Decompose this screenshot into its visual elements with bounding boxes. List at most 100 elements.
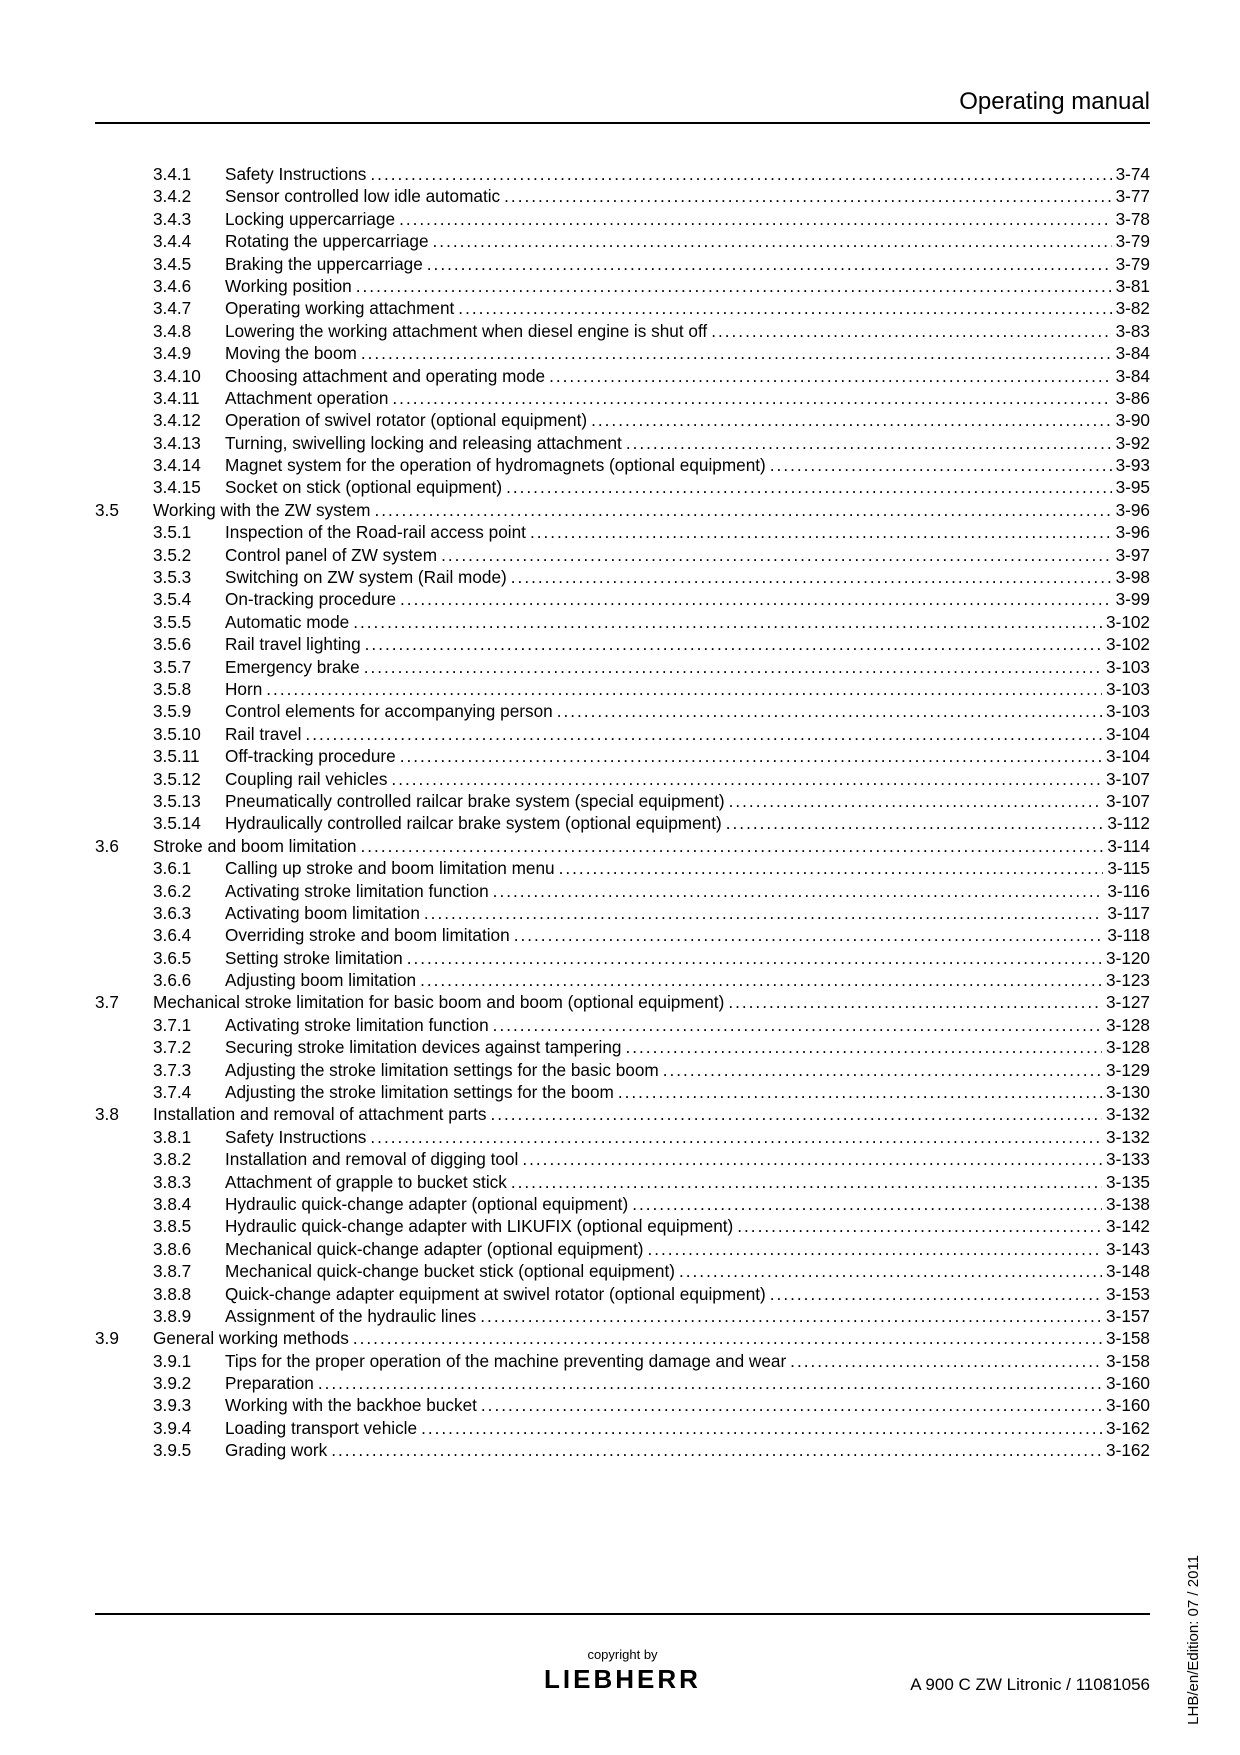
toc-title: Adjusting the stroke limitation settings… xyxy=(225,1084,614,1101)
toc-subsection-number: 3.6.2 xyxy=(153,883,225,900)
toc-row: 3.8.7Mechanical quick-change bucket stic… xyxy=(95,1263,1150,1280)
toc-row: 3.4.11Attachment operation 3-86 xyxy=(95,390,1150,407)
toc-page-number: 3-115 xyxy=(1107,860,1150,877)
toc-subsection-number: 3.4.3 xyxy=(153,211,225,228)
page-container: Operating manual 3.4.1Safety Instruction… xyxy=(0,0,1240,1755)
toc-title: Activating stroke limitation function xyxy=(225,883,489,900)
toc-page-number: 3-84 xyxy=(1116,345,1150,362)
toc-title: Attachment of grapple to bucket stick xyxy=(225,1174,507,1191)
toc-row: 3.7.2Securing stroke limitation devices … xyxy=(95,1039,1150,1056)
edition-side-note: LHB/en/Edition: 07 / 2011 xyxy=(1185,1555,1202,1725)
toc-title: Mechanical stroke limitation for basic b… xyxy=(153,994,724,1011)
toc-page-number: 3-86 xyxy=(1116,390,1150,407)
toc-leader-dots xyxy=(679,1263,1102,1280)
toc-page-number: 3-92 xyxy=(1116,435,1150,452)
toc-title: Control elements for accompanying person xyxy=(225,703,553,720)
toc-subsection-number: 3.9.5 xyxy=(153,1442,225,1459)
toc-leader-dots xyxy=(711,323,1111,340)
toc-title: Attachment operation xyxy=(225,390,388,407)
toc-row: 3.7.3Adjusting the stroke limitation set… xyxy=(95,1062,1150,1079)
toc-row: 3.6.6Adjusting boom limitation 3-123 xyxy=(95,972,1150,989)
toc-row: 3.8.6Mechanical quick-change adapter (op… xyxy=(95,1241,1150,1258)
toc-title: Installation and removal of digging tool xyxy=(225,1151,518,1168)
footer-doc-ref: A 900 C ZW Litronic / 11081056 xyxy=(798,1675,1150,1695)
toc-title: Socket on stick (optional equipment) xyxy=(225,479,502,496)
toc-leader-dots xyxy=(549,368,1112,385)
toc-title: Quick-change adapter equipment at swivel… xyxy=(225,1286,766,1303)
toc-title: Locking uppercarriage xyxy=(225,211,395,228)
toc-section-number: 3.6 xyxy=(95,838,153,855)
toc-leader-dots xyxy=(481,1397,1102,1414)
toc-leader-dots xyxy=(737,1218,1102,1235)
toc-subsection-number: 3.5.5 xyxy=(153,614,225,631)
toc-subsection-number: 3.4.11 xyxy=(153,390,225,407)
toc-title: Setting stroke limitation xyxy=(225,950,403,967)
toc-page-number: 3-102 xyxy=(1106,636,1150,653)
toc-subsection-number: 3.4.4 xyxy=(153,233,225,250)
toc-row: 3.4.6Working position 3-81 xyxy=(95,278,1150,295)
toc-page-number: 3-79 xyxy=(1116,256,1150,273)
toc-title: Preparation xyxy=(225,1375,314,1392)
toc-page-number: 3-135 xyxy=(1106,1174,1150,1191)
toc-subsection-number: 3.5.4 xyxy=(153,591,225,608)
toc-subsection-number: 3.8.4 xyxy=(153,1196,225,1213)
toc-leader-dots xyxy=(726,815,1104,832)
toc-leader-dots xyxy=(522,1151,1102,1168)
toc-subsection-number: 3.9.1 xyxy=(153,1353,225,1370)
toc-leader-dots xyxy=(361,838,1104,855)
toc-title: Rail travel lighting xyxy=(225,636,361,653)
toc-leader-dots xyxy=(490,1106,1102,1123)
toc-page-number: 3-158 xyxy=(1106,1330,1150,1347)
toc-leader-dots xyxy=(353,614,1102,631)
toc-title: Calling up stroke and boom limitation me… xyxy=(225,860,555,877)
toc-title: Overriding stroke and boom limitation xyxy=(225,927,510,944)
toc-page-number: 3-107 xyxy=(1106,771,1150,788)
toc-row: 3.5.12Coupling rail vehicles 3-107 xyxy=(95,771,1150,788)
toc-title: General working methods xyxy=(153,1330,349,1347)
toc-section-number: 3.8 xyxy=(95,1106,153,1123)
toc-subsection-number: 3.5.6 xyxy=(153,636,225,653)
toc-subsection-number: 3.9.3 xyxy=(153,1397,225,1414)
toc-title: Horn xyxy=(225,681,262,698)
toc-page-number: 3-114 xyxy=(1107,838,1150,855)
toc-row: 3.6.5Setting stroke limitation 3-120 xyxy=(95,950,1150,967)
toc-subsection-number: 3.6.5 xyxy=(153,950,225,967)
toc-page-number: 3-79 xyxy=(1116,233,1150,250)
toc-leader-dots xyxy=(427,256,1112,273)
toc-page-number: 3-96 xyxy=(1116,502,1150,519)
toc-title: Installation and removal of attachment p… xyxy=(153,1106,486,1123)
toc-leader-dots xyxy=(421,1420,1102,1437)
toc-page-number: 3-104 xyxy=(1106,748,1150,765)
toc-page-number: 3-83 xyxy=(1116,323,1150,340)
toc-leader-dots xyxy=(331,1442,1102,1459)
toc-title: Magnet system for the operation of hydro… xyxy=(225,457,766,474)
toc-title: Braking the uppercarriage xyxy=(225,256,423,273)
toc-title: Rotating the uppercarriage xyxy=(225,233,429,250)
toc-leader-dots xyxy=(407,950,1102,967)
toc-row: 3.8.1Safety Instructions 3-132 xyxy=(95,1129,1150,1146)
toc-subsection-number: 3.4.6 xyxy=(153,278,225,295)
toc-leader-dots xyxy=(266,681,1102,698)
toc-subsection-number: 3.8.5 xyxy=(153,1218,225,1235)
toc-subsection-number: 3.5.13 xyxy=(153,793,225,810)
toc-page-number: 3-116 xyxy=(1107,883,1150,900)
toc-row: 3.5.10Rail travel 3-104 xyxy=(95,726,1150,743)
toc-subsection-number: 3.4.8 xyxy=(153,323,225,340)
toc-leader-dots xyxy=(400,748,1102,765)
toc-row: 3.5.9Control elements for accompanying p… xyxy=(95,703,1150,720)
toc-row: 3.5.1Inspection of the Road-rail access … xyxy=(95,524,1150,541)
toc-title: On-tracking procedure xyxy=(225,591,396,608)
toc-page-number: 3-82 xyxy=(1116,300,1150,317)
toc-leader-dots xyxy=(364,659,1102,676)
toc-subsection-number: 3.4.5 xyxy=(153,256,225,273)
toc-leader-dots xyxy=(514,927,1104,944)
toc-subsection-number: 3.5.2 xyxy=(153,547,225,564)
toc-leader-dots xyxy=(647,1241,1102,1258)
toc-row: 3.4.14Magnet system for the operation of… xyxy=(95,457,1150,474)
toc-subsection-number: 3.8.1 xyxy=(153,1129,225,1146)
toc-subsection-number: 3.5.12 xyxy=(153,771,225,788)
toc-row: 3.9General working methods 3-158 xyxy=(95,1330,1150,1347)
toc-page-number: 3-90 xyxy=(1116,412,1150,429)
toc-subsection-number: 3.6.3 xyxy=(153,905,225,922)
toc-row: 3.4.10Choosing attachment and operating … xyxy=(95,368,1150,385)
